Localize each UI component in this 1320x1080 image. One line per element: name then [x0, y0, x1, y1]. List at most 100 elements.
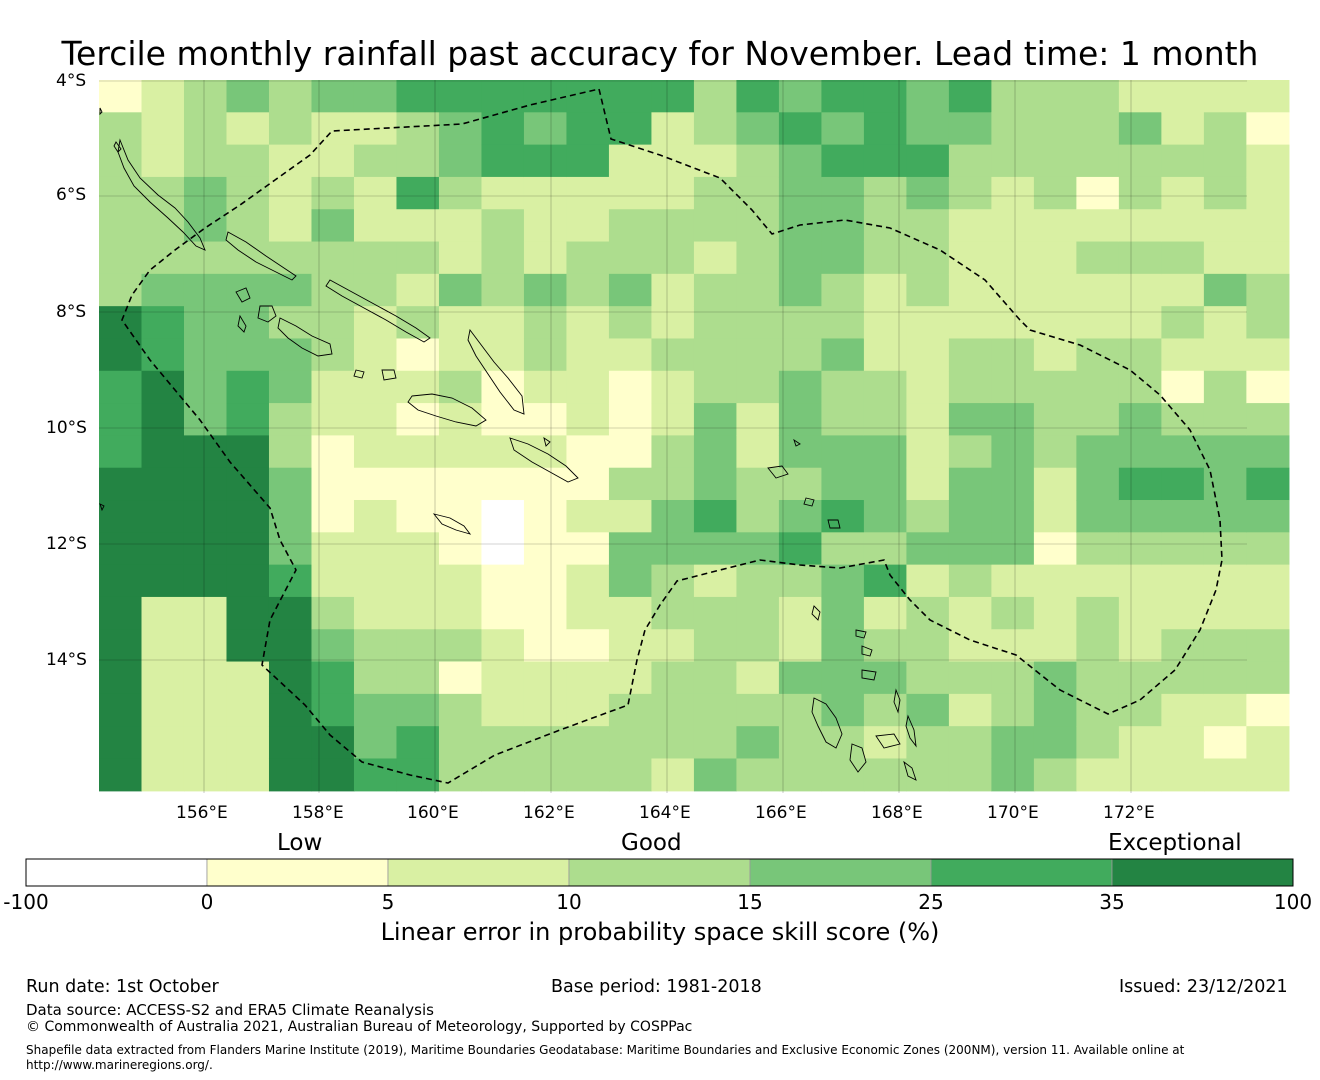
grid-cell [693, 758, 738, 792]
grid-cell [99, 758, 143, 792]
grid-cell [948, 112, 992, 146]
grid-cell [991, 144, 1035, 178]
grid-cell [863, 241, 908, 275]
grid-cell [141, 273, 185, 307]
grid-cell [1246, 306, 1290, 340]
grid-cell [1076, 80, 1120, 113]
grid-cell [99, 241, 143, 275]
grid-cell [226, 80, 270, 113]
grid-cell [1033, 467, 1077, 501]
grid-cell [1118, 532, 1162, 566]
grid-cell [608, 209, 653, 243]
grid-cell [268, 144, 313, 178]
grid-cell [608, 403, 653, 436]
grid-cell [651, 403, 695, 436]
marineregions-link[interactable]: http://www.marineregions.org/. [26, 1058, 213, 1072]
grid-cell [99, 176, 143, 210]
grid-cell [99, 564, 143, 598]
grid-cell [863, 209, 908, 243]
grid-cell [396, 112, 440, 146]
grid-cell [821, 80, 865, 113]
grid-cell [566, 726, 610, 760]
grid-cell [778, 338, 823, 372]
grid-cell [523, 758, 568, 792]
grid-cell [736, 144, 780, 178]
grid-cell [991, 112, 1035, 146]
grid-cell [1246, 629, 1290, 663]
grid-cell [1118, 596, 1162, 630]
grid-cell [99, 500, 143, 533]
grid-cell [693, 467, 738, 501]
grid-cell [651, 661, 695, 695]
grid-cell [736, 726, 780, 760]
grid-cell [1203, 435, 1247, 469]
grid-cell [821, 532, 865, 566]
grid-cell [396, 273, 440, 307]
grid-cell [183, 661, 228, 695]
grid-cell [821, 500, 865, 533]
grid-cell [311, 758, 355, 792]
grid-cell [608, 370, 653, 404]
grid-cell [651, 241, 695, 275]
grid-cell [1246, 144, 1290, 178]
lon-label-166e: 166°E [755, 803, 807, 823]
grid-cell [311, 596, 355, 630]
grid-cell [141, 693, 185, 727]
grid-cell [311, 241, 355, 275]
grid-cell [141, 500, 185, 533]
grid-cell [608, 273, 653, 307]
grid-cell [863, 80, 908, 113]
grid-cell [566, 80, 610, 113]
grid-cell [311, 112, 355, 146]
grid-cell [396, 532, 440, 566]
grid-cell [948, 209, 992, 243]
graticule [99, 80, 1247, 793]
grid-cell [1076, 726, 1120, 760]
grid-cell [736, 370, 780, 404]
grid-cell [736, 758, 780, 792]
grid-cell [566, 241, 610, 275]
lat-label-8s: 8°S [56, 302, 87, 322]
grid-cell [778, 726, 823, 760]
grid-cell [821, 144, 865, 178]
grid-cell [1118, 112, 1162, 146]
grid-cell [1033, 112, 1077, 146]
grid-cell [1246, 596, 1290, 630]
grid-cell [1033, 80, 1077, 113]
grid-cell [1033, 338, 1077, 372]
grid-cell [226, 435, 270, 469]
map-title: Tercile monthly rainfall past accuracy f… [61, 34, 1259, 73]
grid-cell [438, 500, 483, 533]
island-bougainville [117, 138, 206, 251]
grid-cell [438, 176, 483, 210]
lon-label-156e: 156°E [176, 803, 228, 823]
eez-solomon-islands [121, 88, 1223, 784]
grid-cell [566, 661, 610, 695]
grid-cell [608, 241, 653, 275]
grid-cell [268, 80, 313, 113]
grid-cell [268, 596, 313, 630]
grid-cell [566, 112, 610, 146]
grid-cell [1033, 176, 1077, 210]
grid-cell [523, 726, 568, 760]
grid-cell [438, 661, 483, 695]
grid-cell [863, 758, 908, 792]
grid-cell [736, 564, 780, 598]
grid-cell [311, 435, 355, 469]
grid-cell [991, 467, 1035, 501]
grid-cell [183, 176, 228, 210]
grid-cell [821, 241, 865, 275]
island-torres [811, 605, 821, 621]
grid-cell [1246, 273, 1290, 307]
grid-cell [353, 338, 398, 372]
grid-cell [141, 435, 185, 469]
grid-cell [736, 176, 780, 210]
grid-cell [778, 112, 823, 146]
grid-cell [608, 144, 653, 178]
grid-cell [1161, 273, 1205, 307]
grid-cell [608, 467, 653, 501]
grid-cell [523, 273, 568, 307]
grid-cell [651, 564, 695, 598]
grid-cell [141, 596, 185, 630]
grid-cell [141, 176, 185, 210]
